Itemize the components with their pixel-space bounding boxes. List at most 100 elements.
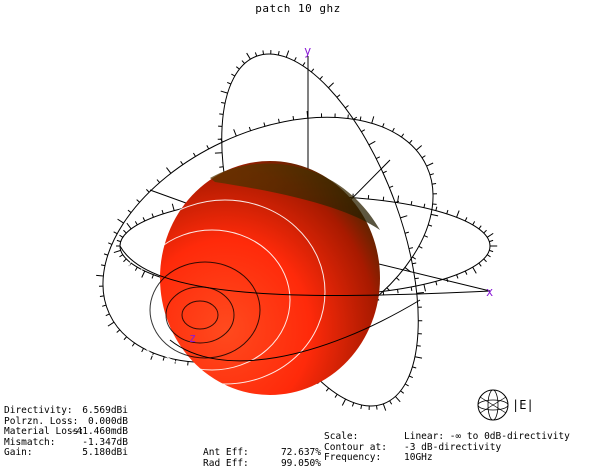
tick-mark bbox=[336, 94, 341, 98]
tick-mark bbox=[341, 398, 347, 406]
tick-mark bbox=[426, 162, 434, 167]
tick-mark bbox=[235, 66, 240, 70]
tick-mark bbox=[435, 281, 438, 286]
tick-mark bbox=[478, 225, 482, 230]
tick-mark bbox=[351, 402, 355, 407]
tick-mark bbox=[102, 304, 107, 307]
tick-mark bbox=[361, 129, 366, 133]
tick-mark bbox=[119, 254, 124, 258]
contour-line bbox=[149, 261, 261, 359]
tick-mark bbox=[400, 215, 408, 219]
tick-mark bbox=[136, 199, 140, 203]
tick-mark bbox=[376, 156, 381, 160]
tick-mark bbox=[107, 321, 115, 327]
tick-mark bbox=[472, 266, 477, 274]
stat-label: Scale: bbox=[324, 431, 359, 442]
tick-mark bbox=[221, 101, 226, 104]
tick-mark bbox=[432, 183, 437, 185]
tick-mark bbox=[412, 366, 417, 369]
stat-value: 5.180dBi bbox=[82, 447, 128, 458]
tick-mark bbox=[254, 52, 258, 57]
tick-mark bbox=[156, 179, 160, 183]
tick-mark bbox=[166, 167, 172, 174]
stat-row: Frequency: 10GHz bbox=[324, 452, 570, 464]
tick-mark bbox=[241, 60, 246, 64]
legend-label: |E| bbox=[512, 398, 534, 412]
tick-mark bbox=[486, 254, 491, 258]
stat-value: -41.460mdB bbox=[70, 426, 128, 437]
tick-mark bbox=[386, 287, 390, 291]
pattern-body bbox=[160, 161, 380, 395]
tick-mark bbox=[116, 329, 121, 333]
stat-label: Contour at: bbox=[324, 441, 387, 453]
stats-scale: Scale: Linear: -∞ to 0dB-directivity Conto… bbox=[324, 431, 570, 464]
tick-mark bbox=[96, 274, 104, 277]
tick-mark bbox=[421, 155, 426, 159]
tick-mark bbox=[334, 393, 338, 398]
tick-mark bbox=[123, 258, 127, 263]
stat-value: Linear: -∞ to 0dB-directivity bbox=[404, 431, 570, 442]
tick-mark bbox=[116, 239, 121, 243]
contour-line bbox=[165, 286, 235, 344]
tick-mark bbox=[401, 133, 405, 138]
tick-mark bbox=[396, 277, 400, 281]
tick-mark bbox=[360, 404, 363, 410]
tick-mark bbox=[248, 126, 252, 131]
tick-mark bbox=[392, 127, 395, 132]
tick-mark bbox=[415, 145, 423, 151]
stat-row: Scale: Linear: -∞ to 0dB-directivity bbox=[324, 431, 570, 443]
tick-mark bbox=[416, 291, 424, 294]
tick-mark bbox=[278, 118, 280, 123]
tick-mark bbox=[382, 403, 387, 411]
stat-value: 6.569dBi bbox=[82, 405, 128, 416]
tick-mark bbox=[310, 68, 315, 73]
tick-mark bbox=[328, 82, 334, 89]
tick-mark bbox=[126, 222, 132, 230]
stat-label: Mismatch: bbox=[4, 436, 56, 448]
contour-lines bbox=[124, 199, 326, 385]
tick-mark bbox=[151, 274, 154, 279]
tick-mark bbox=[489, 249, 494, 253]
tick-mark bbox=[397, 289, 399, 294]
tick-mark bbox=[134, 221, 138, 226]
tick-mark bbox=[325, 387, 330, 392]
tick-mark bbox=[246, 52, 251, 60]
tick-mark bbox=[446, 277, 449, 283]
stat-row: Directivity: 6.569dBi bbox=[4, 405, 128, 417]
tick-mark bbox=[418, 245, 423, 249]
tick-mark bbox=[227, 81, 232, 85]
z-axis-label: z bbox=[189, 331, 196, 345]
tick-mark bbox=[206, 145, 210, 150]
tick-mark bbox=[113, 249, 121, 254]
stat-value: 99.050% bbox=[280, 457, 321, 468]
stat-value: -1.347dB bbox=[82, 436, 128, 448]
tick-mark bbox=[368, 140, 376, 146]
tick-mark bbox=[408, 375, 413, 379]
tick-mark bbox=[293, 57, 297, 62]
tick-mark bbox=[430, 213, 439, 217]
tick-mark bbox=[472, 221, 476, 226]
tick-mark bbox=[161, 209, 164, 215]
field-legend: |E| bbox=[476, 388, 556, 424]
stat-label: Material Loss: bbox=[4, 426, 85, 437]
tick-mark bbox=[423, 235, 428, 238]
tick-mark bbox=[456, 210, 460, 218]
tick-mark bbox=[134, 266, 138, 271]
axis-labels: y x z bbox=[189, 44, 493, 345]
tick-mark bbox=[404, 267, 411, 273]
plot-title: patch 10 ghz bbox=[255, 2, 341, 15]
pattern-surface bbox=[124, 161, 380, 395]
tick-mark bbox=[464, 270, 468, 275]
tick-mark bbox=[231, 73, 236, 77]
tick-mark bbox=[409, 139, 413, 144]
coordinate-rings-front bbox=[119, 245, 491, 362]
tick-mark bbox=[100, 264, 106, 267]
tick-mark bbox=[394, 396, 401, 403]
stat-value: 10GHz bbox=[404, 452, 433, 463]
stat-value: 0.000dB bbox=[87, 415, 128, 427]
stat-row: Material Loss: -41.460mdB bbox=[4, 426, 128, 438]
stat-value: 72.637% bbox=[280, 447, 321, 458]
tick-mark bbox=[389, 400, 393, 405]
tick-mark bbox=[113, 231, 118, 235]
